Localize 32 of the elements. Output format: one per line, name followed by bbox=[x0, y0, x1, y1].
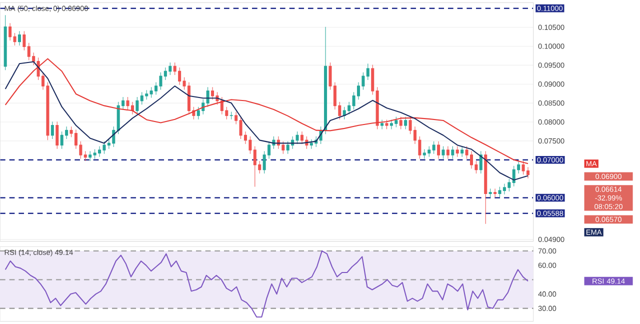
candlestick bbox=[498, 186, 502, 198]
candlestick bbox=[328, 62, 332, 90]
candlestick bbox=[88, 150, 92, 162]
candlestick bbox=[13, 32, 16, 46]
candlestick bbox=[460, 146, 464, 158]
candlestick bbox=[84, 150, 87, 162]
candlestick bbox=[432, 141, 436, 154]
candlestick bbox=[526, 166, 530, 179]
candlestick bbox=[206, 86, 210, 108]
candlestick bbox=[385, 119, 388, 130]
candlestick bbox=[234, 111, 238, 125]
candlestick bbox=[56, 121, 59, 150]
candlestick bbox=[437, 141, 440, 160]
candlestick bbox=[136, 96, 139, 115]
candlestick bbox=[451, 146, 454, 160]
line-series bbox=[4, 250, 529, 318]
candlestick bbox=[296, 131, 299, 144]
candlestick bbox=[8, 22, 12, 41]
candlestick bbox=[399, 116, 402, 130]
candlestick bbox=[22, 30, 26, 51]
candlestick bbox=[479, 150, 482, 174]
candlestick bbox=[211, 86, 214, 100]
candlestick bbox=[50, 121, 54, 140]
candlestick bbox=[366, 63, 370, 80]
candlestick bbox=[456, 146, 459, 158]
candlestick bbox=[446, 146, 450, 160]
candlestick bbox=[404, 116, 408, 130]
candlestick bbox=[371, 64, 374, 95]
candlestick bbox=[18, 30, 21, 46]
candlestick bbox=[494, 188, 497, 198]
candlestick bbox=[380, 119, 384, 130]
candlestick bbox=[442, 146, 445, 160]
